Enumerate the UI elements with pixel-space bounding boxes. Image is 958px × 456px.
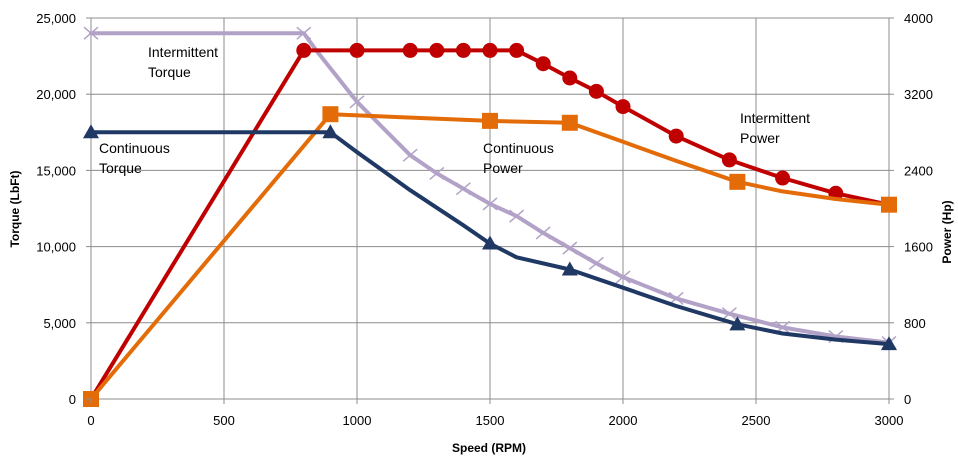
data-point-continuous-power: [881, 196, 897, 213]
data-point-intermittent-power: [668, 128, 684, 144]
data-point-intermittent-torque: [83, 26, 99, 40]
data-point-intermittent-power: [562, 70, 578, 86]
data-point-continuous-torque: [482, 235, 498, 250]
data-point-intermittent-power: [429, 42, 445, 58]
annotation-continuous-torque: Continuous Torque: [99, 140, 170, 176]
annotation-intermittent-power: Intermittent Power: [740, 110, 810, 146]
annotation-line: Intermittent: [740, 110, 810, 126]
data-point-continuous-power: [482, 112, 498, 129]
data-point-continuous-torque: [561, 261, 578, 276]
annotation-line: Torque: [99, 160, 142, 176]
data-point-intermittent-torque: [429, 166, 445, 181]
y-tick-label-left: 20,000: [36, 87, 76, 102]
data-point-continuous-power: [322, 106, 339, 123]
x-tick-label: 500: [213, 413, 235, 428]
data-point-continuous-torque: [881, 336, 897, 351]
data-point-continuous-torque: [322, 124, 339, 139]
x-tick-label: 2000: [609, 413, 638, 428]
series-intermittent-torque: [83, 26, 897, 350]
annotation-line: Intermittent: [148, 44, 218, 60]
annotation-line: Power: [740, 130, 780, 146]
data-point-continuous-power: [561, 114, 578, 131]
data-point-intermittent-torque: [296, 26, 312, 40]
x-tick-label: 2500: [742, 413, 771, 428]
y-tick-label-right: 1600: [904, 240, 933, 255]
grid: [91, 18, 889, 399]
y-tick-label-left: 15,000: [36, 163, 76, 178]
y-axis-left-title: Torque (LbFt): [8, 170, 22, 247]
y-tick-label-right: 2400: [904, 163, 933, 178]
data-point-intermittent-torque: [562, 241, 578, 255]
annotation-continuous-power: Continuous Power: [483, 140, 554, 176]
x-tick-label: 1000: [343, 413, 372, 428]
series-line-continuous-torque: [89, 130, 891, 347]
data-point-intermittent-torque: [535, 226, 551, 240]
x-tick-label: 1500: [476, 413, 505, 428]
data-point-continuous-torque: [83, 124, 99, 139]
x-tick-label: 0: [87, 413, 94, 428]
series-continuous-torque: [83, 124, 897, 351]
series-line-intermittent-torque: [89, 31, 891, 345]
y-tick-label-left: 25,000: [36, 11, 76, 26]
y-tick-label-left: 5,000: [43, 316, 76, 331]
data-point-intermittent-torque: [588, 256, 604, 270]
data-point-intermittent-power: [509, 42, 525, 58]
series-line-continuous-power: [89, 112, 891, 401]
data-point-intermittent-torque: [402, 148, 418, 162]
data-point-intermittent-power: [402, 42, 418, 58]
data-point-intermittent-power: [721, 152, 737, 168]
data-point-continuous-power: [729, 173, 746, 190]
data-point-intermittent-power: [482, 42, 498, 58]
data-point-intermittent-power: [588, 83, 604, 99]
series-intermittent-power: [83, 42, 891, 407]
data-point-intermittent-power: [615, 99, 631, 115]
data-point-intermittent-power: [535, 56, 551, 72]
series-layer: [83, 26, 897, 407]
data-point-intermittent-power: [775, 170, 791, 186]
y-tick-label-left: 0: [69, 392, 76, 407]
data-point-intermittent-power: [455, 42, 471, 58]
series-continuous-power: [83, 106, 897, 407]
x-axis-ticks: 0 500 1000 1500 2000 2500 3000: [87, 399, 903, 428]
data-point-intermittent-torque: [721, 307, 737, 321]
annotation-line: Continuous: [483, 140, 554, 156]
y-tick-label-right: 4000: [904, 11, 933, 26]
data-point-intermittent-torque: [455, 182, 471, 196]
y-axis-left-ticks: 0 5,000 10,000 15,000 20,000 25,000: [36, 11, 91, 407]
y-tick-label-right: 0: [904, 392, 911, 407]
y-axis-right-title: Power (Hp): [940, 200, 954, 263]
data-point-intermittent-torque: [615, 270, 631, 284]
y-tick-label-left: 10,000: [36, 240, 76, 255]
y-tick-label-right: 3200: [904, 87, 933, 102]
data-point-intermittent-power: [349, 42, 365, 58]
data-point-continuous-torque: [729, 316, 746, 331]
data-point-intermittent-torque: [482, 197, 498, 211]
x-tick-label: 3000: [875, 413, 904, 428]
y-axis-right-ticks: 0 800 1600 2400 3200 4000: [889, 11, 933, 407]
annotation-line: Power: [483, 160, 523, 176]
data-point-intermittent-torque: [349, 95, 365, 109]
annotation-line: Continuous: [99, 140, 170, 156]
annotation-line: Torque: [148, 64, 191, 80]
y-tick-label-right: 800: [904, 316, 926, 331]
x-axis-title: Speed (RPM): [452, 441, 526, 455]
data-point-intermittent-torque: [509, 209, 525, 223]
annotation-intermittent-torque: Intermittent Torque: [148, 44, 218, 80]
data-point-intermittent-power: [296, 42, 312, 58]
